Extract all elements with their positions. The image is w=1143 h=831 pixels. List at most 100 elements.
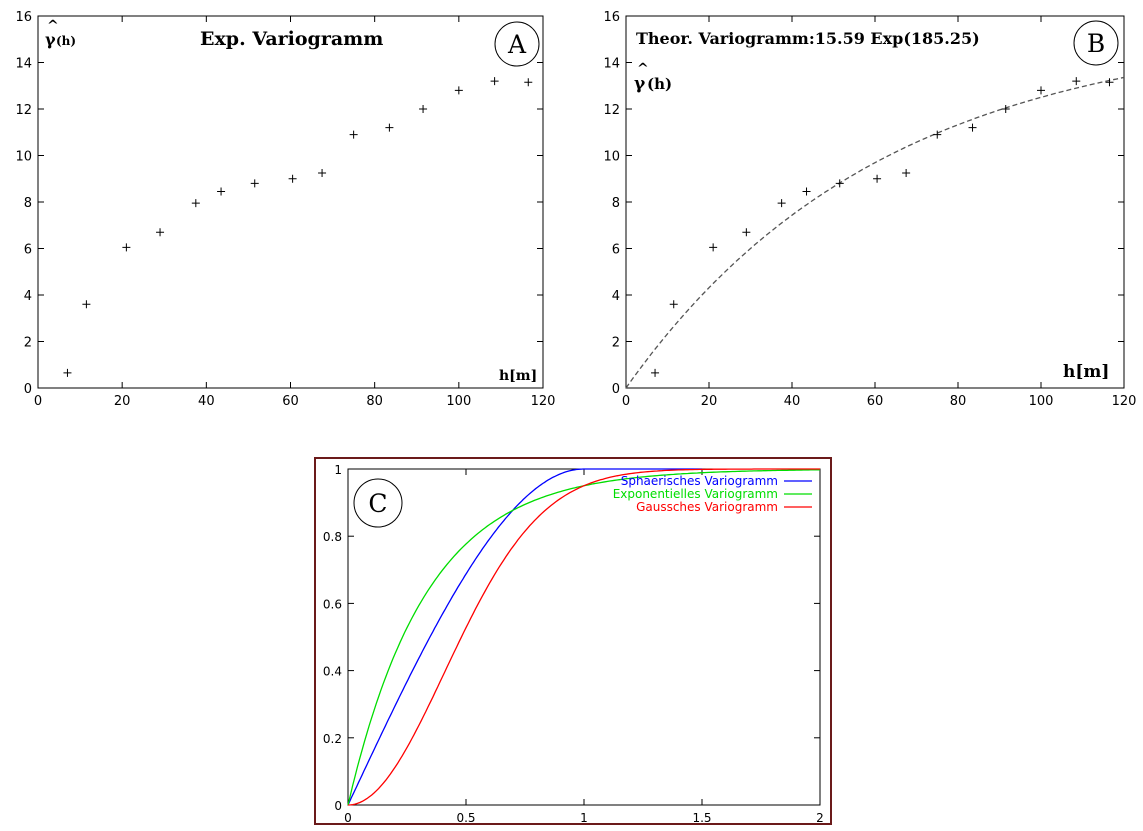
panel-b-xtick-label: 20: [701, 394, 718, 409]
panel-b-data-point: [1072, 77, 1081, 86]
panel-c-outer-frame: [314, 457, 832, 825]
panel-a-ytick-label: 8: [24, 196, 32, 211]
panel-a-ylabel: ^ γ (h): [45, 18, 76, 49]
panel-c-model-variograms: 0 0.5 1 1.5 2 0 0.2 0.4 0.6 0.8 1 Sphaerisches Var…: [314, 457, 832, 825]
panel-c-ytick-label: 1: [334, 463, 342, 477]
panel-a-xtick-label: 120: [531, 394, 556, 409]
panel-b-data-point: [777, 199, 786, 208]
panel-c-xtick-label: 2: [816, 811, 824, 825]
panel-b-ytick-label: 4: [612, 289, 620, 304]
panel-c-ytick-label: 0.8: [323, 530, 342, 544]
panel-c-curve-spherical: [347, 468, 702, 806]
panel-b-data-point: [835, 179, 844, 188]
panel-b-data-point: [873, 174, 882, 183]
panel-b-data-point: [742, 228, 751, 237]
panel-a-data-point: [385, 123, 394, 132]
panel-b-ticks: 0 20 40 60 80 100 120 0 2 4 6 8 10 12 14 16: [603, 10, 1136, 409]
panel-c-ytick-label: 0.4: [323, 665, 342, 679]
panel-c-ytick-label: 0.6: [323, 597, 342, 611]
panel-b-data-point: [1105, 78, 1114, 87]
panel-b-ylabel-hat: ^: [637, 61, 649, 77]
panel-a-data-point: [349, 130, 358, 139]
panel-b-badge: B: [1087, 29, 1105, 58]
panel-a-xtick-label: 60: [282, 394, 299, 409]
panel-b-ytick-label: 8: [612, 196, 620, 211]
panel-a-exp-variogram: 0 20 40 60 80 100 120 0 2 4 6 8 10 12 14 16 Exp. Variog…: [15, 10, 555, 409]
panel-c-curves: [347, 468, 821, 806]
panel-a-badge-circle: [494, 21, 540, 67]
panel-a-title: Exp. Variogramm: [200, 28, 383, 50]
panel-b-xtick-label: 0: [622, 394, 630, 409]
panel-a-ytick-label: 12: [15, 103, 32, 118]
panel-a-ylabel-hat: ^: [47, 18, 59, 34]
panel-a-data-point: [318, 168, 327, 177]
panel-b-ytick-label: 0: [612, 382, 620, 397]
panel-b-data-point: [1001, 105, 1010, 113]
panel-b-data-point: [651, 368, 660, 377]
panel-a-points: [63, 77, 533, 377]
panel-a-badge: A: [507, 30, 527, 59]
panel-c-ytick-label: 0: [334, 799, 342, 813]
panel-c-plot-frame: [347, 468, 821, 806]
panel-a-ytick-label: 10: [15, 150, 32, 165]
panel-a-xtick-label: 100: [446, 394, 471, 409]
panel-a-ylabel-arg: (h): [56, 34, 76, 48]
panel-a-ytick-label: 2: [24, 336, 32, 351]
panel-b-xtick-label: 60: [867, 394, 884, 409]
panel-b-data-point: [709, 243, 718, 252]
panel-c-badge-circle: [353, 478, 403, 528]
panel-c-legend-label: Gaussches Variogramm: [636, 500, 778, 514]
panel-b-title: Theor. Variogramm:15.59 Exp(185.25): [636, 29, 980, 48]
panel-b-data-point: [669, 300, 678, 309]
panel-b-plot-frame: [625, 15, 1125, 389]
panel-b-fit-curve: [625, 76, 1125, 389]
panel-b-data-point: [968, 123, 977, 132]
panel-c-ytick-label: 0.2: [323, 732, 342, 746]
panel-b-xtick-label: 80: [950, 394, 967, 409]
panel-b-data-point: [1037, 86, 1045, 95]
panel-a-data-point: [490, 77, 499, 86]
panel-b-xlabel: h[m]: [1063, 362, 1109, 382]
panel-a-data-point: [217, 187, 226, 196]
panel-a-data-point: [82, 300, 91, 309]
panel-b-xtick-label: 120: [1112, 394, 1137, 409]
panel-b-theor-variogram: 0 20 40 60 80 100 120 0 2 4 6 8 10 12 14 16 Theor. Vari…: [603, 10, 1136, 409]
panel-a-ylabel-gamma: γ: [45, 30, 56, 49]
panel-b-data-point: [902, 168, 911, 177]
panel-a-data-point: [288, 174, 297, 183]
panel-a-ytick-label: 16: [15, 10, 32, 25]
panel-a-ytick-label: 14: [15, 57, 32, 72]
panel-a-data-point: [122, 243, 131, 252]
panel-c-legend-label: Sphaerisches Variogramm: [621, 474, 778, 488]
panel-c-badge: C: [368, 489, 387, 518]
panel-a-data-point: [191, 199, 200, 208]
panel-a-xtick-label: 40: [198, 394, 215, 409]
panel-c-xtick-label: 1.5: [692, 811, 711, 825]
panel-b-data-point: [933, 130, 942, 139]
panel-c-curve-exponential: [347, 469, 821, 806]
panel-a-plot-frame: [37, 15, 544, 389]
panel-b-points: [651, 77, 1114, 377]
panel-c-xtick-label: 0: [344, 811, 352, 825]
panel-a-data-point: [156, 228, 165, 237]
panel-a-ytick-label: 4: [24, 289, 32, 304]
panel-a-xtick-label: 0: [34, 394, 42, 409]
panel-c-xtick-label: 1: [580, 811, 588, 825]
panel-a-data-point: [63, 368, 72, 377]
panel-c-legend-label: Exponentielles Variogramm: [613, 487, 778, 501]
panel-b-ytick-label: 12: [603, 103, 620, 118]
panel-a-ytick-label: 0: [24, 382, 32, 397]
panel-a-data-point: [524, 78, 533, 87]
panel-a-xtick-label: 80: [366, 394, 383, 409]
panel-b-badge-circle: [1073, 20, 1119, 66]
panel-b-ytick-label: 2: [612, 336, 620, 351]
panel-a-xlabel: h[m]: [499, 368, 537, 384]
panel-b-ytick-label: 16: [603, 10, 620, 25]
panel-b-ytick-label: 14: [603, 57, 620, 72]
panel-a-ytick-label: 6: [24, 243, 32, 258]
panel-a-xtick-label: 20: [114, 394, 131, 409]
panel-c-ticks: 0 0.5 1 1.5 2 0 0.2 0.4 0.6 0.8 1: [323, 463, 824, 825]
panel-b-data-point: [802, 187, 811, 196]
panel-a-ticks: 0 20 40 60 80 100 120 0 2 4 6 8 10 12 14 16: [15, 10, 555, 409]
